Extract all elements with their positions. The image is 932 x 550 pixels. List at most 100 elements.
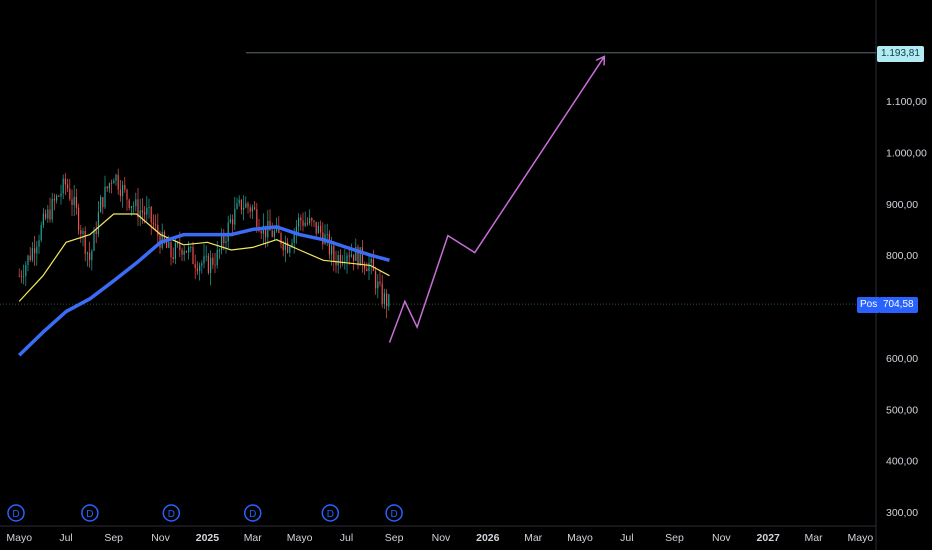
candle-body [53, 198, 56, 201]
candle-body [155, 224, 157, 226]
x-tick-label: Nov [151, 532, 170, 544]
candle-body [201, 263, 203, 266]
candle-body [119, 189, 122, 196]
candle-body [42, 213, 45, 226]
candle-body [170, 242, 172, 257]
candle-body [144, 212, 146, 215]
x-tick-label: 2026 [476, 532, 500, 544]
dividend-icon[interactable] [162, 504, 181, 522]
candle-body [295, 226, 298, 233]
candle-body [203, 256, 205, 264]
candle-body [251, 207, 254, 212]
candle-body [137, 199, 139, 218]
candle-body [183, 250, 185, 255]
dividend-icon[interactable] [81, 504, 99, 522]
candle-body [194, 264, 196, 269]
dividend-marker[interactable]: D [162, 504, 181, 522]
candle-body [45, 213, 47, 219]
x-tick-label: Mayo [287, 532, 313, 544]
candle-body [359, 247, 361, 266]
candle-body [97, 212, 100, 235]
x-tick-label: 2025 [196, 532, 220, 544]
candle-body [179, 243, 181, 250]
candles [18, 168, 390, 319]
candle-body [227, 222, 229, 242]
candle-body [152, 222, 155, 225]
candle-body [122, 185, 124, 196]
candle-body [245, 203, 247, 208]
candle-body [381, 283, 383, 304]
dividend-label: D [12, 509, 19, 520]
candle-body [51, 198, 53, 220]
candle-body [67, 184, 69, 189]
candle-body [375, 270, 377, 289]
dividend-icon[interactable] [7, 504, 25, 522]
dividend-marker[interactable]: D [7, 504, 25, 522]
candle-body [335, 261, 337, 266]
candle-body [280, 232, 282, 245]
x-axis[interactable]: Mayo Jul Sep Nov 2025 Mar Mayo Jul Sep Nov 2026 Mar… [6, 532, 873, 544]
candle-body [115, 174, 117, 181]
candle-body [31, 248, 34, 260]
x-tick-label: Nov [712, 532, 731, 544]
level-layer [0, 52, 876, 305]
candle-body [337, 255, 339, 266]
candle-body [69, 188, 71, 200]
candle-body [339, 255, 342, 264]
candle-body [141, 210, 144, 213]
candle-body [38, 240, 40, 247]
candle-body [113, 180, 115, 184]
dividend-icon[interactable] [385, 504, 403, 522]
candle-body [273, 231, 276, 237]
candle-body [218, 249, 221, 251]
candle-body [388, 294, 390, 307]
candle-body [364, 264, 366, 269]
x-tick-label: 2027 [757, 532, 781, 544]
candle-body [89, 252, 91, 261]
candle-body [75, 196, 78, 208]
candle-body [185, 250, 188, 253]
candle-body [256, 209, 258, 227]
candle-body [130, 206, 133, 209]
candle-body [240, 199, 243, 210]
candle-body [49, 209, 51, 220]
candle-body [269, 220, 271, 231]
candle-body [106, 186, 108, 189]
dividend-marker[interactable]: D [81, 504, 99, 522]
x-tick-label: Jul [59, 532, 72, 544]
dividend-label: D [249, 509, 256, 520]
dividend-marker[interactable]: D [321, 504, 340, 522]
candle-body [108, 183, 111, 189]
dividend-icon[interactable] [243, 504, 262, 522]
candle-body [205, 255, 207, 257]
candle-body [249, 207, 251, 212]
candle-body [302, 220, 304, 226]
candle-body [210, 257, 212, 273]
grid-layer [0, 0, 877, 550]
candle-body [95, 230, 97, 235]
candle-body [260, 231, 262, 234]
candle-body [126, 189, 128, 200]
candle-body [29, 255, 31, 260]
candle-body [93, 230, 95, 251]
candle-body [331, 245, 333, 255]
projection-path [388, 57, 604, 343]
candle-body [133, 206, 135, 207]
candle-body [104, 186, 106, 208]
candle-body [148, 206, 150, 208]
candle-body [236, 203, 238, 209]
candle-body [40, 225, 42, 241]
dividend-label: D [86, 509, 93, 520]
position-badge[interactable]: Pos [857, 297, 881, 313]
candle-body [289, 246, 291, 253]
candle-body [188, 247, 190, 253]
dividend-marker[interactable]: D [385, 504, 403, 522]
candle-body [111, 183, 113, 185]
dividend-marker[interactable]: D [243, 504, 262, 522]
candle-body [372, 258, 375, 271]
dividend-icon[interactable] [321, 504, 340, 522]
candle-body [71, 199, 73, 205]
candle-body [317, 226, 320, 234]
